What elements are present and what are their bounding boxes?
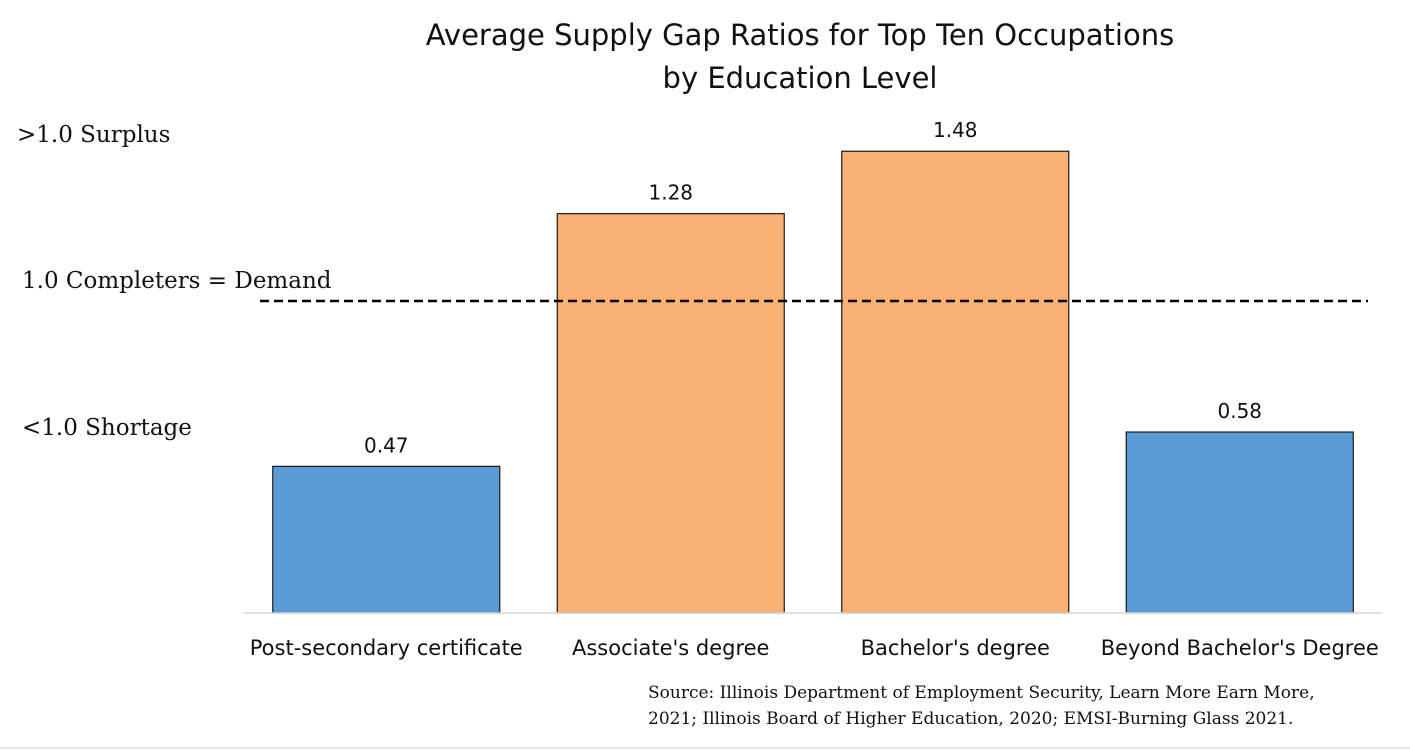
surplus-annotation: >1.0 Surplus: [17, 122, 170, 148]
bar-2: [556, 213, 785, 614]
category-label-1: Post-secondary certificate: [250, 636, 523, 660]
chart-subtitle: by Education Level: [663, 61, 938, 95]
bar-4: [1125, 431, 1354, 614]
value-label-1: 0.47: [364, 433, 409, 457]
value-label-3: 1.48: [933, 118, 978, 142]
bars-layer: [272, 150, 1354, 614]
value-label-2: 1.28: [648, 181, 693, 205]
chart-title: Average Supply Gap Ratios for Top Ten Oc…: [426, 18, 1174, 52]
shortage-annotation: <1.0 Shortage: [22, 415, 192, 441]
equal-demand-annotation: 1.0 Completers = Demand: [22, 268, 332, 294]
bar-1: [272, 465, 501, 614]
category-label-3: Bachelor's degree: [861, 636, 1050, 660]
category-label-4: Beyond Bachelor's Degree: [1101, 636, 1379, 660]
source-line-2: 2021; Illinois Board of Higher Education…: [648, 709, 1293, 729]
value-labels-layer: 0.47 1.28 1.48 0.58: [364, 118, 1262, 457]
category-label-2: Associate's degree: [572, 636, 769, 660]
category-labels-layer: Post-secondary certificate Associate's de…: [250, 636, 1379, 660]
source-line-1: Source: Illinois Department of Employmen…: [648, 683, 1315, 703]
value-label-4: 0.58: [1217, 399, 1262, 423]
bar-3: [841, 150, 1070, 614]
